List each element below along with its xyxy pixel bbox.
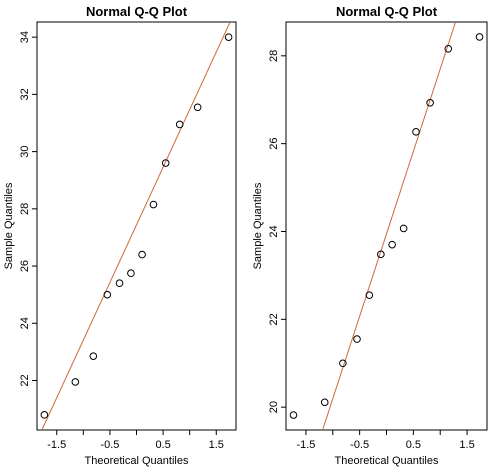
x-tick-label: -0.5 <box>350 439 369 451</box>
point <box>444 44 453 53</box>
y-tick-label: 28 <box>19 203 31 215</box>
point <box>365 291 374 299</box>
y-axis-label: Sample Quantiles <box>252 182 264 269</box>
y-tick-label: 26 <box>268 138 280 150</box>
point <box>193 103 202 112</box>
y-tick-label: 30 <box>19 145 31 157</box>
point <box>388 240 396 249</box>
panel: Normal Q-Q Plot Theoretical Quantiles Samp… <box>3 4 237 467</box>
y-tick-label: 20 <box>268 401 280 413</box>
point <box>426 99 434 107</box>
chart-title: Normal Q-Q Plot <box>86 4 188 19</box>
point <box>399 224 408 233</box>
y-tick-label: 24 <box>268 225 280 237</box>
point <box>175 120 184 129</box>
x-axis-label: Theoretical Quantiles <box>335 455 439 467</box>
y-tick-label: 34 <box>19 31 31 43</box>
y-tick-label: 32 <box>19 88 31 100</box>
panel: Normal Q-Q Plot Theoretical Quantiles Samp… <box>252 4 488 467</box>
point <box>377 250 385 259</box>
point <box>138 250 146 259</box>
point <box>89 352 98 360</box>
point <box>353 335 361 343</box>
point <box>149 200 158 209</box>
point <box>161 159 170 167</box>
x-tick-label: -1.5 <box>296 439 315 451</box>
x-tick-label: 1.5 <box>459 439 474 451</box>
y-tick-label: 22 <box>19 374 31 386</box>
point <box>320 398 329 407</box>
point <box>224 33 233 41</box>
chart-title: Normal Q-Q Plot <box>336 4 438 19</box>
x-tick-label: -1.5 <box>47 439 66 451</box>
point <box>475 33 484 41</box>
y-axis-label: Sample Quantiles <box>3 182 15 269</box>
point <box>103 290 112 299</box>
point <box>115 279 124 288</box>
x-axis-label: Theoretical Quantiles <box>85 455 189 467</box>
plot-box <box>285 21 488 431</box>
point <box>40 411 49 419</box>
point <box>339 359 347 368</box>
x-tick-label: 0.5 <box>155 439 170 451</box>
point <box>412 127 420 136</box>
x-tick-label: 1.5 <box>209 439 224 451</box>
y-tick-label: 22 <box>268 313 280 325</box>
y-tick-label: 26 <box>19 260 31 272</box>
x-tick-label: -0.5 <box>100 439 119 451</box>
point <box>289 411 298 419</box>
y-tick-label: 24 <box>19 317 31 329</box>
y-tick-label: 28 <box>268 50 280 62</box>
reference-line <box>322 22 456 430</box>
point <box>127 269 135 278</box>
x-tick-label: 0.5 <box>406 439 421 451</box>
point <box>71 378 80 386</box>
reference-line <box>41 22 231 430</box>
